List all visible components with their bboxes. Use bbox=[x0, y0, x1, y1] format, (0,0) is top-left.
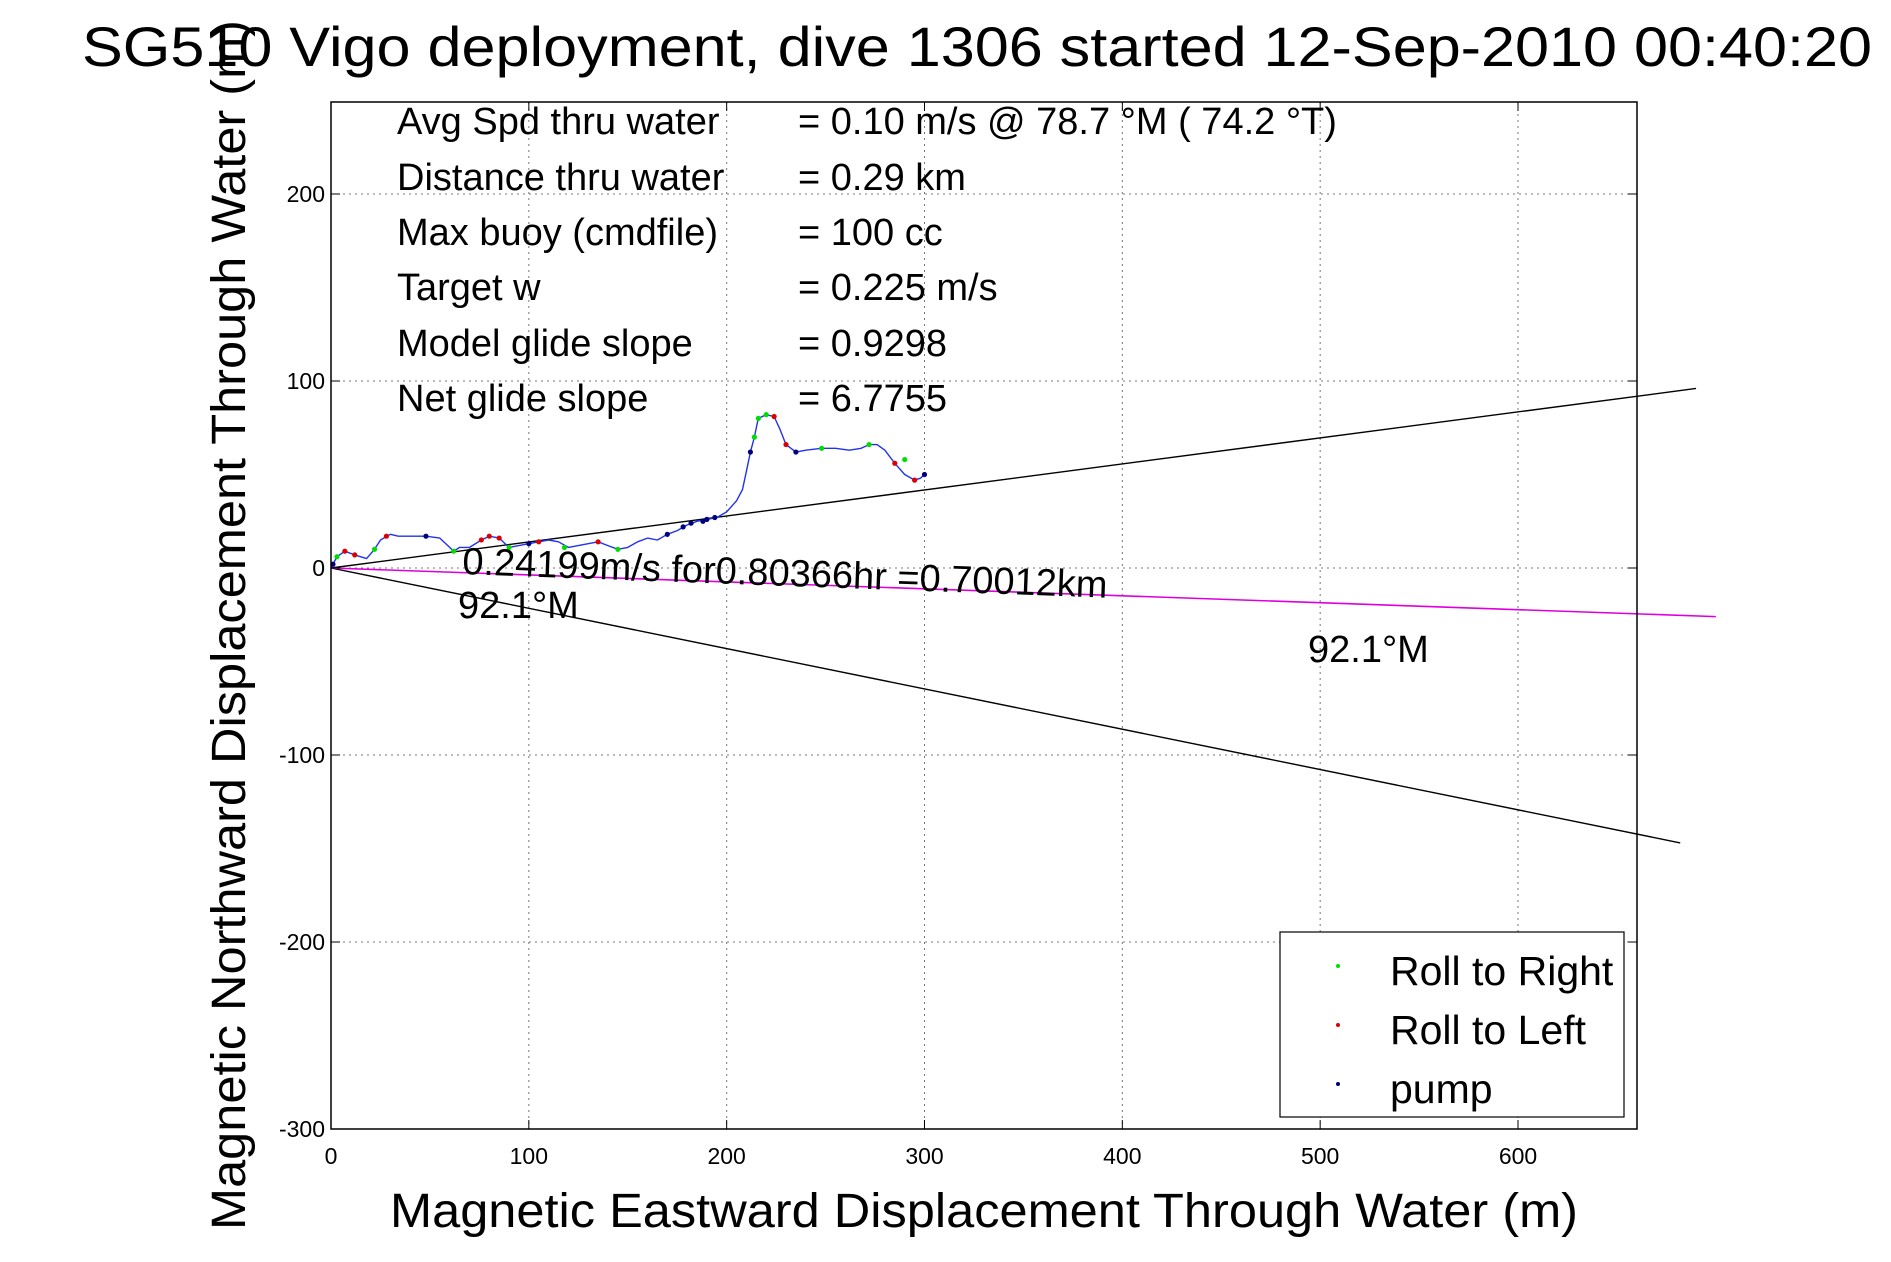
roll-left-point bbox=[478, 537, 484, 543]
pump-point bbox=[526, 541, 532, 547]
heading-bound-line bbox=[330, 567, 1681, 844]
roll-right-point bbox=[371, 546, 378, 552]
legend-label-roll-left: Roll to Left bbox=[1390, 1007, 1587, 1053]
pump-point bbox=[688, 520, 694, 526]
y-axis-ticks: -300 -200 -100 0 100 200 bbox=[279, 181, 1637, 1142]
info-label-avg-speed: Avg Spd thru water bbox=[397, 101, 720, 143]
roll-left-point bbox=[771, 413, 777, 420]
x-tick-label: 200 bbox=[707, 1143, 745, 1169]
info-value-distance: = 0.29 km bbox=[798, 157, 966, 199]
y-tick-label: -200 bbox=[279, 929, 325, 955]
heading-annotation-near: 92.1°M bbox=[458, 585, 579, 627]
roll-left-point bbox=[383, 533, 389, 539]
roll-left-point bbox=[352, 552, 358, 558]
y-axis-label: Magnetic Northward Displacement Through … bbox=[203, 20, 256, 1230]
x-tick-label: 600 bbox=[1499, 1143, 1537, 1169]
roll-right-point bbox=[506, 544, 512, 551]
pump-point bbox=[680, 524, 686, 530]
roll-right-point bbox=[451, 548, 457, 554]
plot-frame bbox=[330, 101, 1638, 1130]
roll-right-point bbox=[819, 445, 825, 451]
pump-point bbox=[793, 449, 799, 455]
legend-label-roll-right: Roll to Right bbox=[1390, 948, 1614, 994]
roll-right-point bbox=[561, 544, 568, 551]
heading-annotation-far: 92.1°M bbox=[1308, 629, 1429, 671]
info-value-model-glide: = 0.9298 bbox=[798, 323, 947, 365]
y-tick-label: -100 bbox=[279, 742, 325, 768]
legend-marker-roll-right bbox=[1336, 964, 1340, 968]
roll-left-point bbox=[892, 460, 898, 466]
pump-point bbox=[712, 514, 718, 521]
info-label-max-buoy: Max buoy (cmdfile) bbox=[397, 212, 718, 254]
pump-point bbox=[700, 518, 706, 524]
chart-title: SG510 Vigo deployment, dive 1306 started… bbox=[82, 15, 1872, 78]
roll-left-point bbox=[595, 539, 601, 545]
y-tick-label: -300 bbox=[279, 1116, 325, 1142]
pump-point bbox=[423, 533, 429, 539]
info-box: Avg Spd thru water = 0.10 m/s @ 78.7 °M … bbox=[397, 101, 1337, 420]
current-vector-line bbox=[330, 567, 1716, 618]
roll-left-point bbox=[342, 548, 348, 554]
info-label-net-glide: Net glide slope bbox=[397, 378, 648, 420]
grid-lines bbox=[331, 102, 1637, 1129]
pump-point bbox=[747, 449, 754, 455]
info-label-distance: Distance thru water bbox=[397, 157, 725, 199]
roll-right-point bbox=[755, 415, 761, 421]
roll-right-point bbox=[902, 456, 908, 463]
roll-left-point bbox=[496, 535, 502, 541]
info-value-avg-speed: = 0.10 m/s @ 78.7 °M ( 74.2 °T) bbox=[798, 101, 1337, 143]
heading-bound-line bbox=[330, 387, 1697, 569]
roll-left-point bbox=[783, 441, 789, 448]
info-value-target-w: = 0.225 m/s bbox=[798, 267, 998, 309]
x-tick-label: 500 bbox=[1301, 1143, 1339, 1169]
roll-right-point bbox=[334, 554, 340, 560]
pump-point bbox=[921, 471, 928, 478]
pump-point bbox=[704, 516, 710, 522]
y-tick-label: 200 bbox=[287, 181, 325, 207]
x-axis-label: Magnetic Eastward Displacement Through W… bbox=[390, 1185, 1578, 1238]
info-value-net-glide: = 6.7755 bbox=[798, 378, 947, 420]
info-value-max-buoy: = 100 cc bbox=[798, 212, 943, 254]
y-tick-label: 0 bbox=[312, 555, 325, 581]
x-axis-ticks: 0 100 200 300 400 500 600 bbox=[325, 102, 1537, 1169]
legend: Roll to Right Roll to Left pump bbox=[1279, 931, 1625, 1118]
roll-left-point bbox=[486, 533, 492, 539]
legend-label-pump: pump bbox=[1390, 1066, 1493, 1112]
x-tick-label: 300 bbox=[905, 1143, 943, 1169]
y-tick-label: 100 bbox=[287, 368, 325, 394]
roll-left-point bbox=[912, 477, 918, 483]
reference-lines bbox=[330, 387, 1716, 844]
pump-point bbox=[664, 531, 670, 537]
roll-right-point bbox=[866, 441, 872, 448]
roll-left-point bbox=[536, 539, 542, 545]
roll-right-point bbox=[615, 546, 621, 552]
legend-marker-pump bbox=[1336, 1082, 1340, 1086]
marker-layer bbox=[330, 412, 928, 567]
x-tick-label: 100 bbox=[510, 1143, 548, 1169]
info-label-target-w: Target w bbox=[397, 267, 541, 309]
roll-right-point bbox=[763, 412, 769, 418]
x-tick-label: 0 bbox=[325, 1143, 338, 1169]
info-label-model-glide: Model glide slope bbox=[397, 323, 693, 365]
legend-marker-roll-left bbox=[1336, 1023, 1340, 1027]
x-tick-label: 400 bbox=[1103, 1143, 1141, 1169]
roll-right-point bbox=[751, 434, 757, 440]
